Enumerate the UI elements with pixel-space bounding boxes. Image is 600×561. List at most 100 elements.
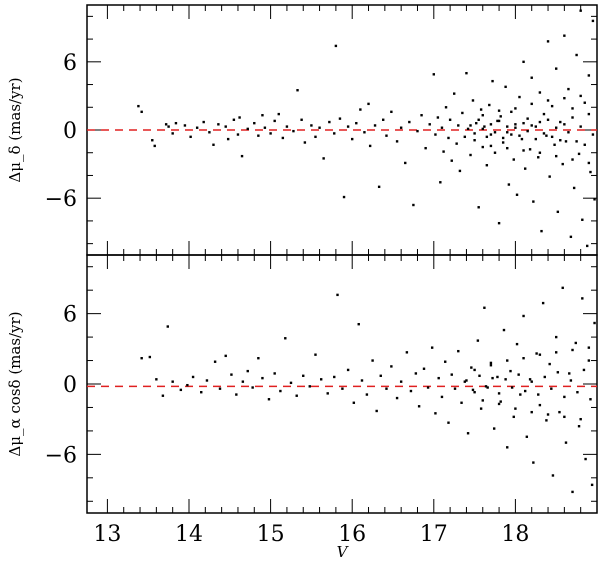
data-point xyxy=(439,181,442,184)
data-point xyxy=(191,375,195,379)
data-point xyxy=(338,117,342,120)
data-point xyxy=(371,359,374,362)
data-point xyxy=(497,119,501,123)
data-point xyxy=(414,372,418,375)
data-point xyxy=(489,361,493,365)
data-point xyxy=(571,158,574,161)
data-point xyxy=(567,87,570,91)
data-point xyxy=(593,198,596,201)
data-point xyxy=(561,286,564,290)
data-point xyxy=(546,118,550,121)
data-point xyxy=(261,376,264,380)
data-point xyxy=(510,386,514,389)
data-point xyxy=(470,366,473,369)
data-point xyxy=(430,346,434,349)
data-point xyxy=(518,95,521,99)
data-point xyxy=(432,73,435,76)
data-point xyxy=(555,335,558,339)
data-point xyxy=(471,99,475,102)
data-point xyxy=(526,129,529,133)
data-point xyxy=(543,375,546,379)
data-point xyxy=(522,60,525,64)
data-point xyxy=(365,393,369,396)
data-point xyxy=(593,321,596,325)
data-point xyxy=(506,131,509,134)
x-axis-label: V xyxy=(337,543,350,561)
data-point xyxy=(538,120,542,124)
data-point xyxy=(385,387,388,390)
data-point xyxy=(447,136,450,140)
data-point xyxy=(251,386,254,389)
data-point xyxy=(444,106,448,109)
data-point xyxy=(546,40,550,43)
data-point xyxy=(469,124,472,127)
data-point xyxy=(506,359,509,362)
data-point xyxy=(530,410,533,414)
data-point xyxy=(420,114,423,117)
data-point xyxy=(292,129,295,133)
data-point xyxy=(377,185,381,189)
data-point xyxy=(563,96,566,100)
data-point xyxy=(428,123,431,126)
data-point xyxy=(213,360,217,363)
data-point xyxy=(477,118,480,121)
data-point xyxy=(514,123,517,126)
data-point xyxy=(422,367,426,370)
data-point xyxy=(484,385,488,388)
data-point xyxy=(541,301,545,305)
data-point xyxy=(501,141,505,144)
data-point xyxy=(308,385,311,388)
data-point xyxy=(241,380,245,383)
data-point xyxy=(416,129,419,133)
data-point xyxy=(463,135,467,139)
data-point xyxy=(153,144,156,148)
data-point xyxy=(217,123,220,126)
data-point xyxy=(336,293,339,297)
data-point xyxy=(567,131,570,134)
data-point xyxy=(555,67,558,70)
data-point xyxy=(473,391,476,394)
data-point xyxy=(460,401,463,404)
data-point xyxy=(530,380,533,383)
data-point xyxy=(424,146,427,150)
data-point xyxy=(550,104,554,108)
data-point xyxy=(230,373,233,376)
data-point xyxy=(442,150,445,153)
data-point xyxy=(148,355,152,359)
data-point xyxy=(481,145,484,149)
data-point xyxy=(240,154,244,158)
data-point xyxy=(408,120,411,124)
data-point xyxy=(477,206,480,209)
data-point xyxy=(473,139,476,142)
data-point xyxy=(404,161,407,165)
data-point xyxy=(534,137,537,141)
data-point xyxy=(458,169,462,173)
data-point xyxy=(528,148,532,151)
data-point xyxy=(587,346,591,349)
data-point xyxy=(510,110,513,114)
data-point xyxy=(238,116,241,119)
data-point xyxy=(322,157,325,160)
data-point xyxy=(277,112,280,116)
data-point xyxy=(174,121,178,125)
data-point xyxy=(579,125,582,128)
data-point xyxy=(437,376,440,380)
data-point xyxy=(273,119,276,123)
data-point xyxy=(478,374,481,377)
data-point xyxy=(514,107,517,110)
data-point xyxy=(273,372,276,375)
data-point xyxy=(434,412,437,415)
data-point xyxy=(512,415,515,419)
x-tick-label: 14 xyxy=(175,522,203,547)
data-point xyxy=(399,380,403,383)
data-point xyxy=(483,125,486,128)
data-point xyxy=(492,427,496,430)
data-point xyxy=(579,94,582,98)
data-point xyxy=(481,127,484,131)
data-point xyxy=(546,413,550,416)
data-point xyxy=(363,131,366,134)
data-point xyxy=(466,432,470,435)
data-point xyxy=(246,369,249,373)
data-point xyxy=(582,368,586,372)
data-point xyxy=(563,395,566,399)
